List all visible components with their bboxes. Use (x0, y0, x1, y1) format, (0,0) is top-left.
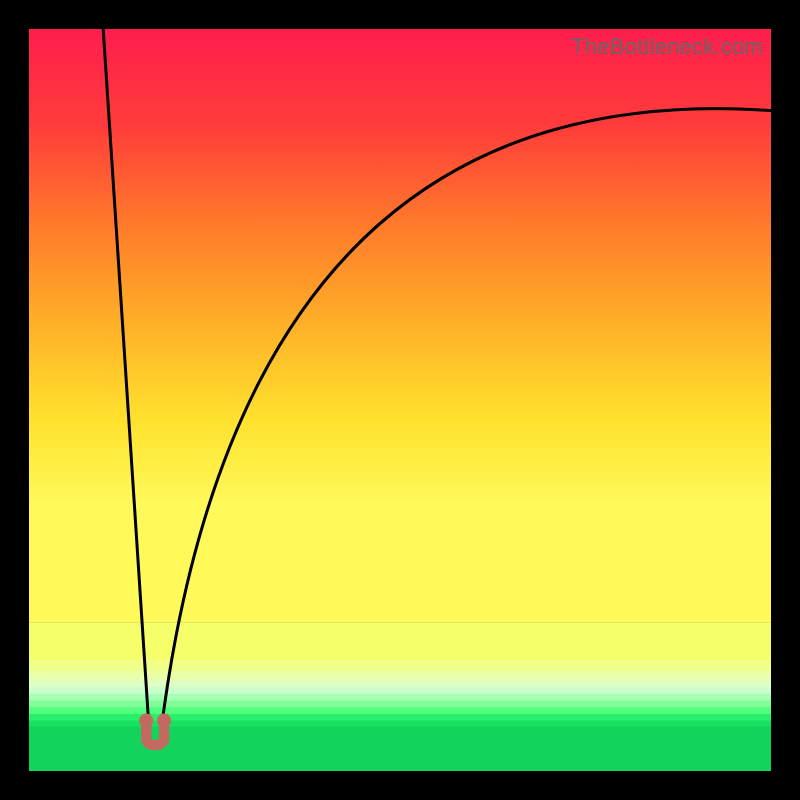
bottleneck-curve-svg (29, 29, 771, 771)
chart-frame: TheBottleneck.com (0, 0, 800, 800)
watermark-text: TheBottleneck.com (571, 34, 763, 60)
plot-area: TheBottleneck.com (29, 29, 771, 771)
